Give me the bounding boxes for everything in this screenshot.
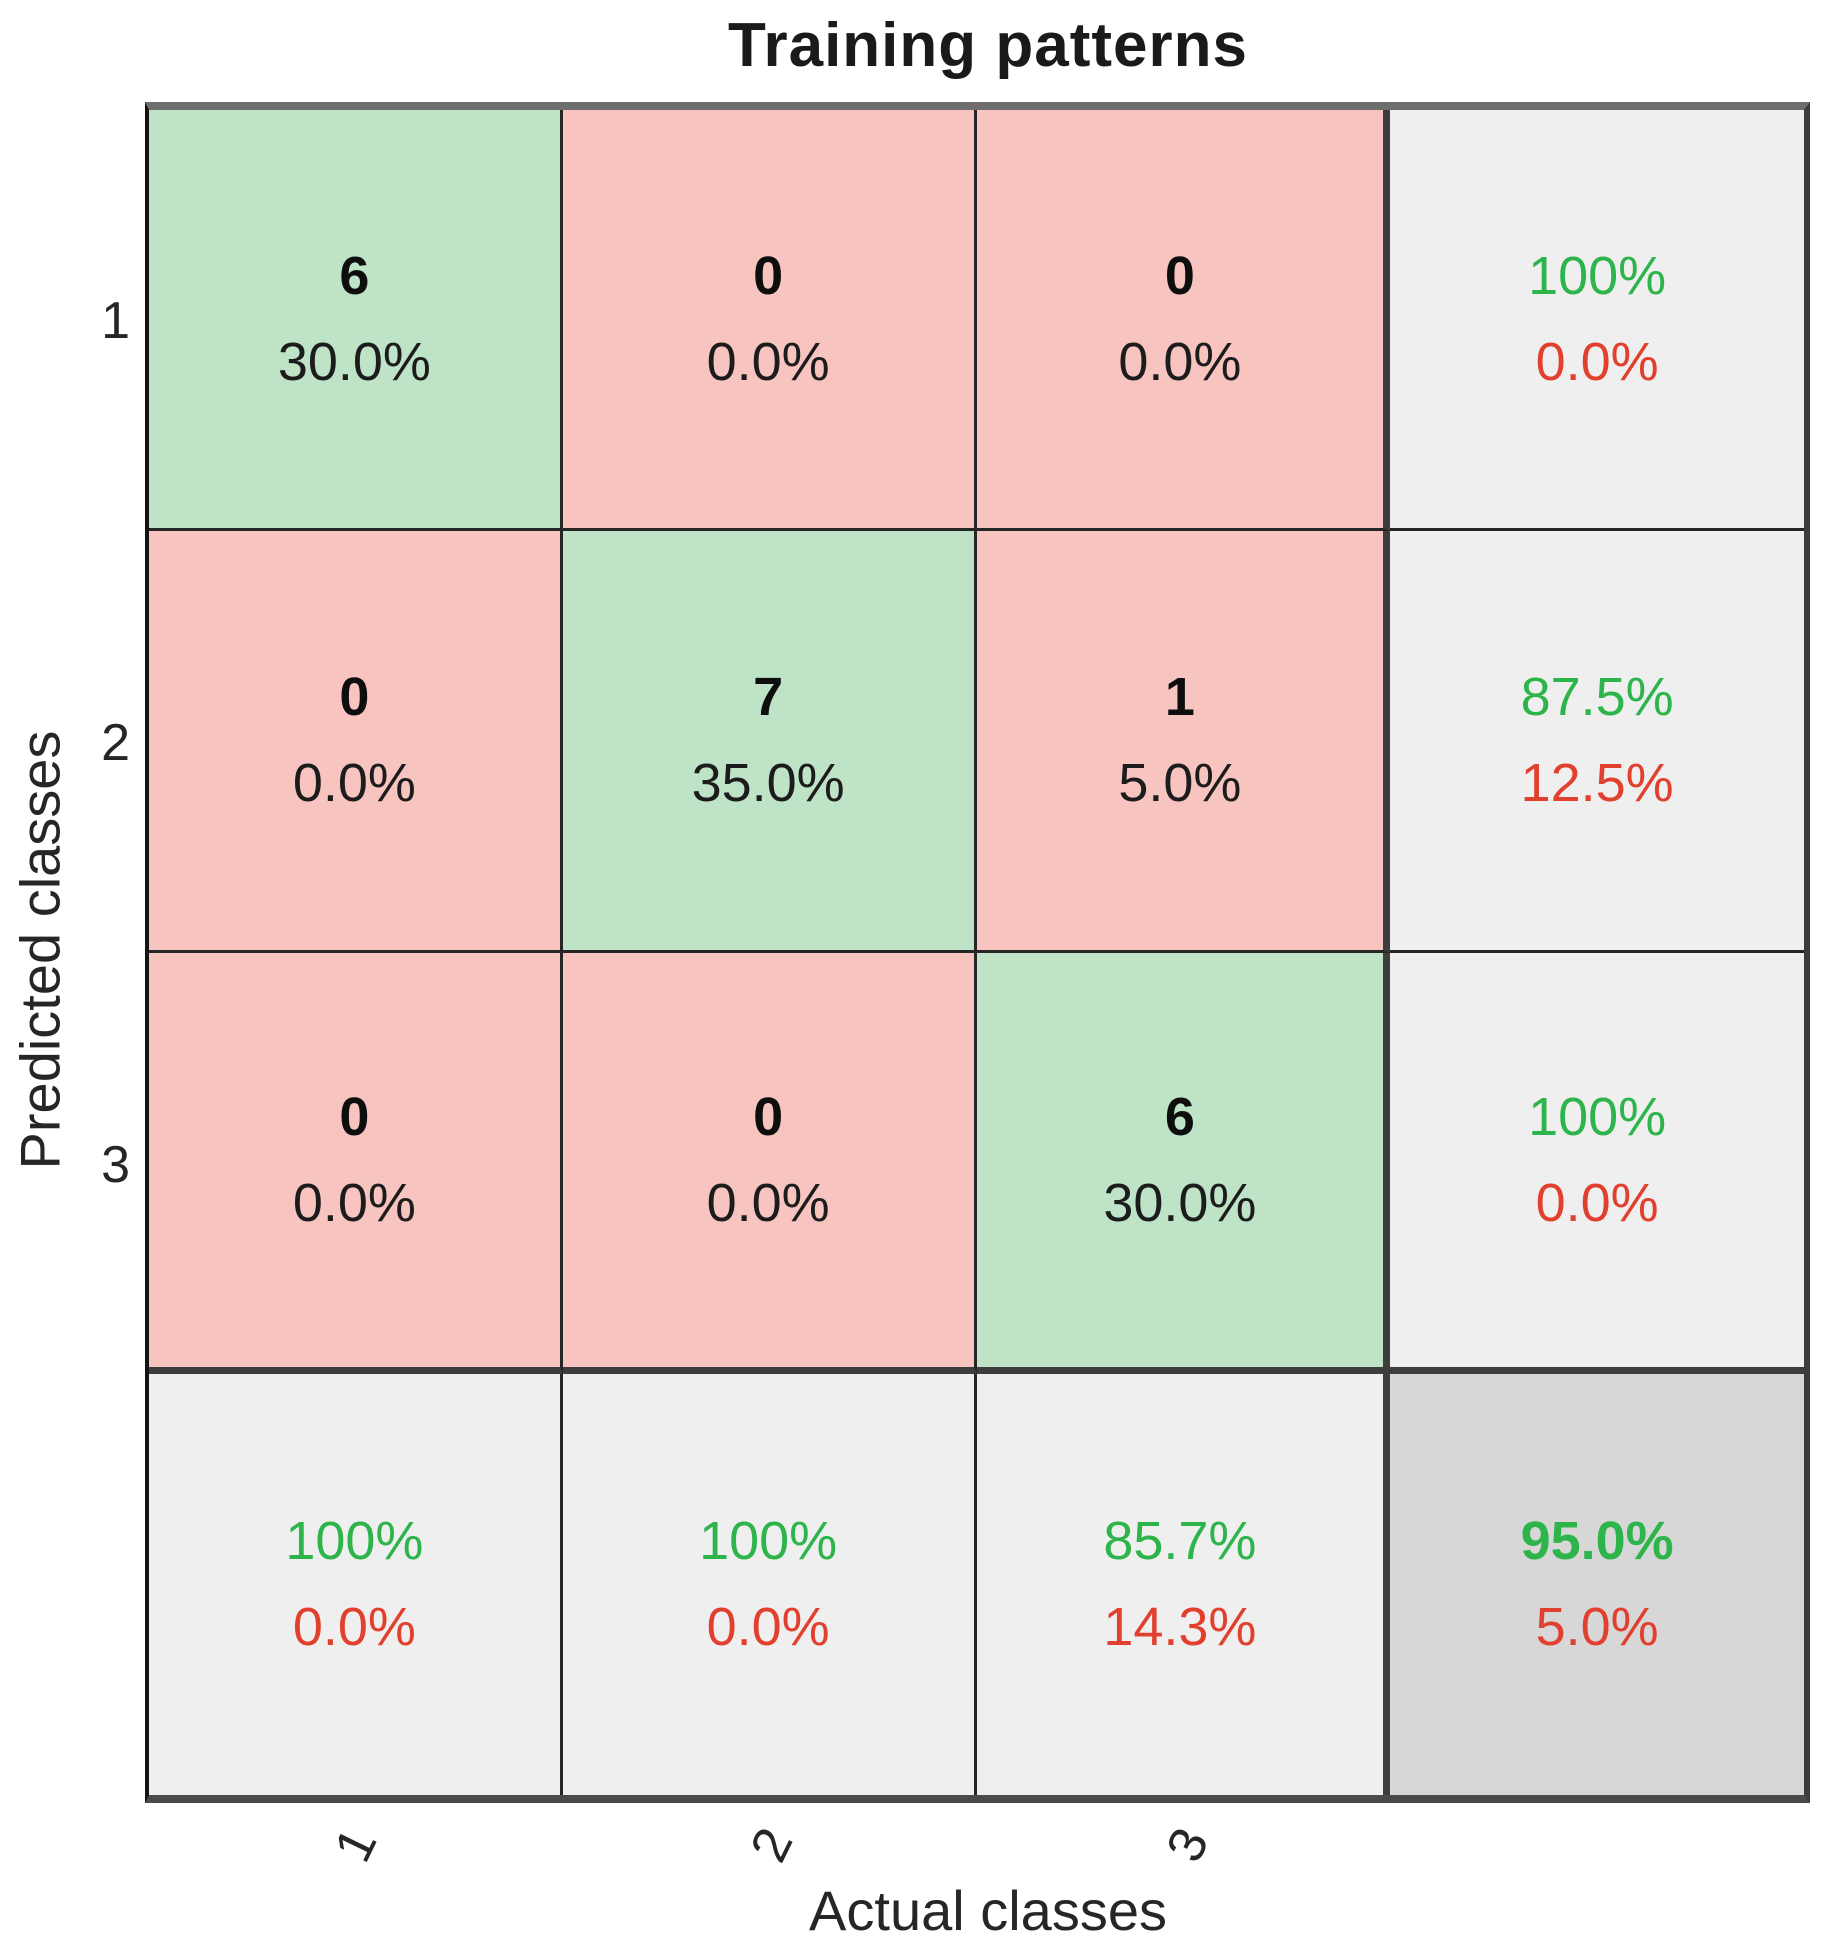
summary-bad-percent: 0.0% [292, 1597, 416, 1658]
row-summary-2: 87.5% 12.5% [1390, 531, 1804, 953]
summary-bad-percent: 14.3% [1103, 1597, 1257, 1658]
cell-count: 6 [1164, 1086, 1195, 1147]
cell-count: 0 [339, 667, 370, 728]
summary-good-percent: 85.7% [1103, 1511, 1257, 1572]
cell-count: 1 [1164, 667, 1195, 728]
x-tick-3: 3 [1155, 1819, 1221, 1871]
cell-r3-c3: 6 30.0% [976, 952, 1391, 1374]
cell-r3-c2: 0 0.0% [562, 952, 977, 1374]
cell-r2-c1: 0 0.0% [149, 531, 563, 953]
summary-bad-percent: 0.0% [706, 1597, 830, 1658]
cell-r2-c2: 7 35.0% [562, 531, 977, 953]
row-summary-3: 100% 0.0% [1390, 952, 1804, 1374]
cell-count: 0 [753, 246, 784, 307]
cell-percent: 0.0% [706, 332, 830, 393]
cell-r1-c2: 0 0.0% [562, 110, 977, 532]
overall-accuracy-cell: 95.0% 5.0% [1390, 1373, 1804, 1795]
cell-percent: 35.0% [691, 753, 845, 814]
x-tick-1: 1 [323, 1819, 389, 1871]
summary-bad-percent: 0.0% [1535, 332, 1659, 393]
row-summary-1: 100% 0.0% [1390, 110, 1804, 532]
col-summary-2: 100% 0.0% [562, 1373, 977, 1795]
y-axis-label: Predicted classes [8, 730, 72, 1170]
x-axis-label: Actual classes [809, 1879, 1167, 1942]
cell-r3-c1: 0 0.0% [149, 952, 563, 1374]
y-tick-2: 2 [101, 714, 130, 772]
cell-count: 0 [339, 1086, 370, 1147]
cell-r1-c1: 6 30.0% [149, 110, 563, 532]
cell-count: 6 [339, 246, 370, 307]
cell-percent: 5.0% [1118, 753, 1242, 814]
summary-good-percent: 100% [699, 1511, 838, 1572]
summary-good-percent: 87.5% [1520, 667, 1674, 728]
summary-bad-percent: 12.5% [1520, 753, 1674, 814]
summary-good-percent: 100% [1528, 1086, 1667, 1147]
overall-bad-percent: 5.0% [1535, 1597, 1659, 1658]
y-tick-3: 3 [101, 1136, 130, 1194]
cell-count: 7 [753, 667, 784, 728]
cell-count: 0 [753, 1086, 784, 1147]
cell-percent: 0.0% [706, 1172, 830, 1233]
cell-percent: 30.0% [277, 332, 431, 393]
summary-good-percent: 100% [285, 1511, 424, 1572]
y-tick-1: 1 [101, 292, 130, 350]
cell-percent: 0.0% [292, 753, 416, 814]
cell-count: 0 [1164, 246, 1195, 307]
summary-good-percent: 100% [1528, 246, 1667, 307]
col-summary-3: 85.7% 14.3% [976, 1373, 1391, 1795]
cell-r2-c3: 1 5.0% [976, 531, 1391, 953]
chart-title: Training patterns [728, 11, 1248, 80]
confusion-matrix-grid: 6 30.0% 0 0.0% 0 0.0% 100% 0.0% 0 0.0% 7… [145, 102, 1810, 1803]
cell-percent: 30.0% [1103, 1172, 1257, 1233]
x-tick-2: 2 [739, 1819, 805, 1871]
cell-r1-c3: 0 0.0% [976, 110, 1391, 532]
cell-percent: 0.0% [292, 1172, 416, 1233]
col-summary-1: 100% 0.0% [149, 1373, 563, 1795]
summary-bad-percent: 0.0% [1535, 1172, 1659, 1233]
cell-percent: 0.0% [1118, 332, 1242, 393]
overall-good-percent: 95.0% [1520, 1511, 1674, 1572]
